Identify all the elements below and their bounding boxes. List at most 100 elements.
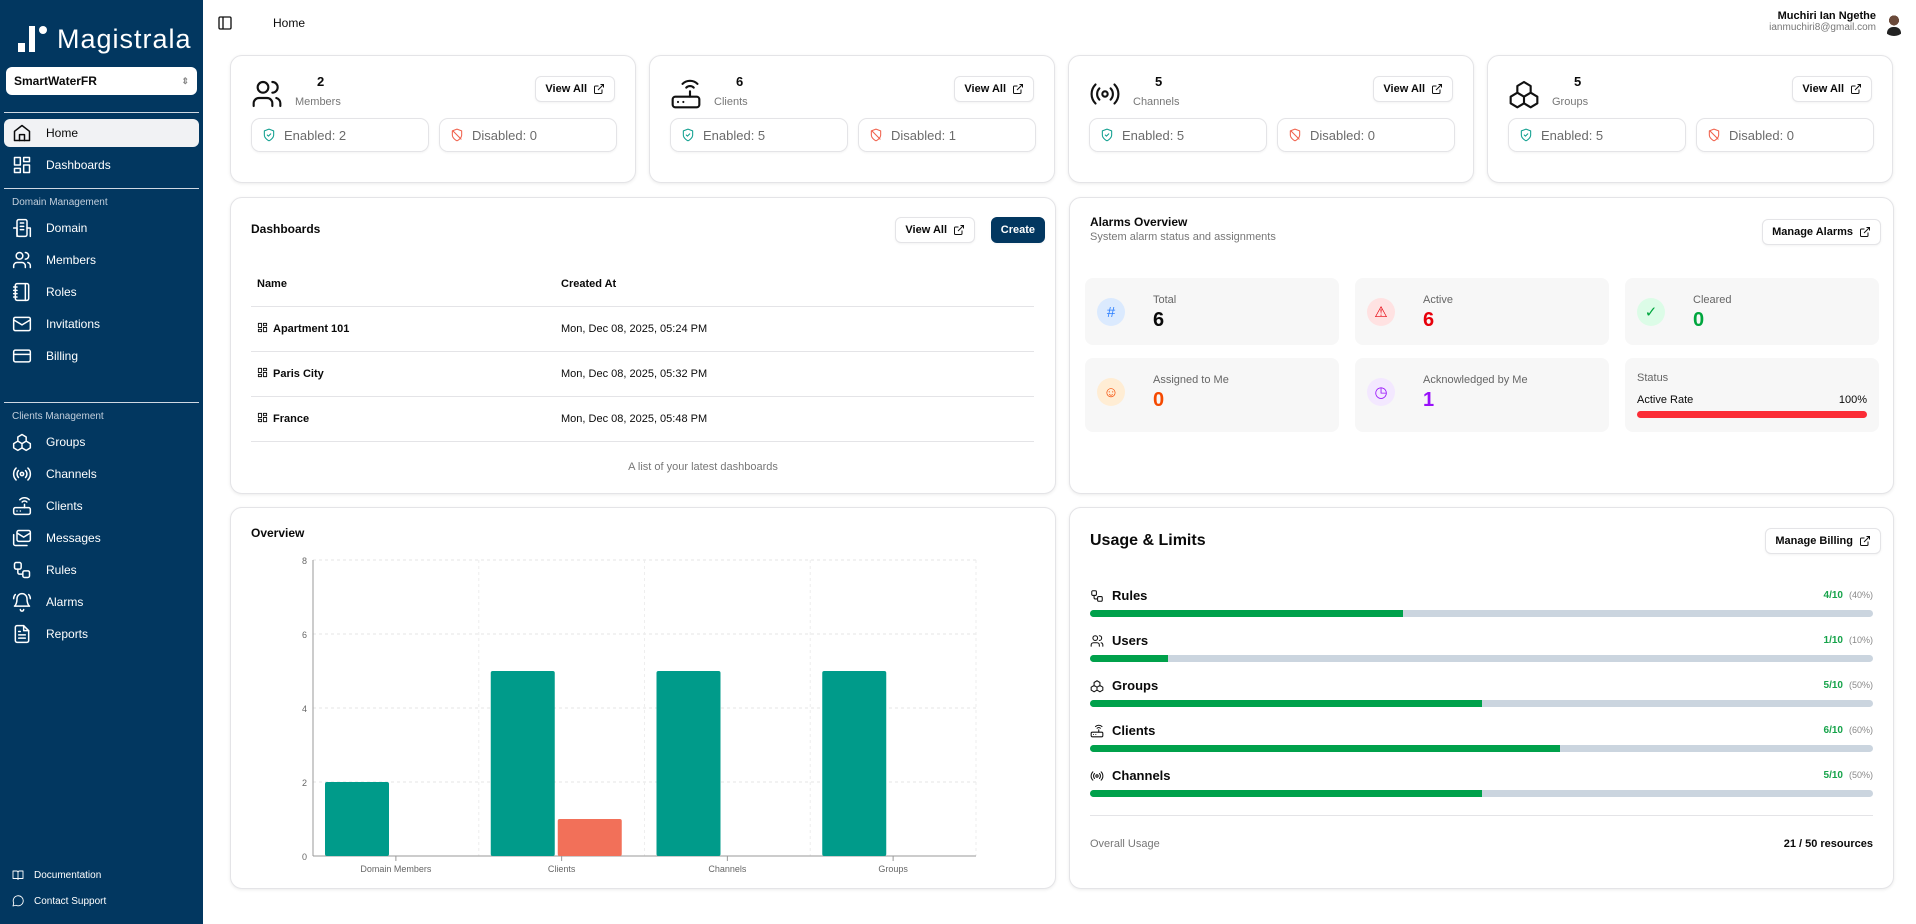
create-dashboard-button[interactable]: Create: [990, 217, 1045, 243]
sidebar-item-label: Domain: [46, 221, 88, 235]
tile-value: 6: [1423, 309, 1435, 331]
sidebar-item-channels[interactable]: Channels: [4, 460, 199, 488]
active-rate-value: 100%: [1838, 394, 1867, 406]
tile-label: Assigned to Me: [1153, 374, 1229, 386]
footer-link-contact-support[interactable]: Contact Support: [12, 888, 191, 914]
manage-billing-button[interactable]: Manage Billing: [1765, 528, 1881, 554]
external-link-icon: [1013, 84, 1023, 94]
divider: [4, 188, 199, 189]
messages-icon: [12, 529, 32, 547]
view-all-button[interactable]: View All: [954, 76, 1034, 102]
sidebar-item-dashboards[interactable]: Dashboards: [4, 151, 199, 179]
sidebar-item-label: Alarms: [46, 595, 84, 609]
shield-off-icon: [1289, 128, 1301, 142]
sidebar-item-members[interactable]: Members: [4, 246, 199, 274]
view-all-button[interactable]: View All: [1373, 76, 1453, 102]
alarms-subtitle: System alarm status and assignments: [1090, 231, 1276, 243]
table-row[interactable]: Apartment 101 Mon, Dec 08, 2025, 05:24 PM: [251, 306, 1034, 352]
clients-management-label: Clients Management: [12, 411, 104, 422]
bar-disabled: [557, 819, 622, 856]
active-rate-bar: [1637, 411, 1867, 418]
users-icon: [1090, 634, 1104, 647]
sidebar-item-domain[interactable]: Domain: [4, 214, 199, 242]
table-row[interactable]: Paris City Mon, Dec 08, 2025, 05:32 PM: [251, 351, 1034, 397]
dashboards-card: Dashboards View All Create Name Created A…: [230, 197, 1056, 494]
usage-card: Usage & Limits Manage Billing Rules 4/10 (…: [1069, 507, 1894, 889]
clock-icon: ◷: [1367, 378, 1395, 406]
file-text-icon: [14, 624, 30, 644]
dashboards-icon: [257, 367, 268, 378]
dashboard-name[interactable]: France: [251, 396, 555, 442]
alarm-tile-assigned-to-me: ☺ Assigned to Me 0: [1085, 358, 1339, 432]
dashboards-icon: [257, 322, 268, 333]
sidebar-item-home[interactable]: Home: [4, 119, 199, 147]
domain-selector[interactable]: SmartWaterFR ⇕: [6, 67, 197, 95]
sidebar-item-billing[interactable]: Billing: [4, 342, 199, 370]
dashboards-view-all-button[interactable]: View All: [895, 217, 975, 243]
dashboards-icon: [257, 412, 268, 423]
radio-icon: [1090, 770, 1104, 781]
y-tick-label: 8: [302, 556, 307, 566]
overview-bar-chart: 0 2 4 6 8 Domain Members Clients Channels Groups…: [302, 556, 977, 874]
boxes-icon: [12, 433, 32, 452]
usage-row-groups: Groups 5/10 (50%): [1090, 678, 1873, 714]
sidebar-item-label: Dashboards: [46, 158, 111, 172]
sidebar-item-clients[interactable]: Clients: [4, 492, 199, 520]
logo-mark-icon: [18, 26, 47, 52]
enabled-badge: Enabled: 5: [1089, 118, 1267, 152]
alert-triangle-icon: ⚠: [1367, 298, 1395, 326]
view-all-button[interactable]: View All: [1792, 76, 1872, 102]
bar-enabled: [656, 671, 721, 856]
view-all-button[interactable]: View All: [535, 76, 615, 102]
table-row[interactable]: France Mon, Dec 08, 2025, 05:48 PM: [251, 396, 1034, 442]
sidebar-item-groups[interactable]: Groups: [4, 428, 199, 456]
sidebar-item-messages[interactable]: Messages: [4, 524, 199, 552]
usage-name: Groups: [1112, 678, 1159, 693]
footer-link-documentation[interactable]: Documentation: [12, 862, 191, 888]
usage-value: 6/10: [1823, 725, 1843, 736]
sidebar-item-label: Groups: [46, 435, 86, 449]
y-tick-label: 2: [302, 778, 307, 788]
tile-label: Acknowledged by Me: [1423, 374, 1528, 386]
sidebar-item-label: Roles: [46, 285, 77, 299]
sidebar-item-roles[interactable]: Roles: [4, 278, 199, 306]
radio-icon: [12, 467, 32, 481]
alarm-tile-cleared: ✓ Cleared 0: [1625, 278, 1879, 345]
bar-enabled: [822, 671, 887, 856]
user-icon: ☺: [1097, 378, 1125, 406]
stat-card-clients: 6 Clients View All Enabled: 5 Disabled: 1: [649, 55, 1055, 183]
external-link-icon: [594, 84, 604, 94]
user-info[interactable]: Muchiri Ian Ngethe ianmuchiri8@gmail.com: [1769, 10, 1876, 33]
sidebar-item-invitations[interactable]: Invitations: [4, 310, 199, 338]
manage-alarms-button[interactable]: Manage Alarms: [1762, 219, 1881, 245]
x-tick-label: Domain Members: [360, 864, 432, 874]
credit-card-icon: [12, 349, 32, 363]
sidebar-item-rules[interactable]: Rules: [4, 556, 199, 584]
avatar[interactable]: [1882, 12, 1906, 36]
enabled-badge: Enabled: 5: [1508, 118, 1686, 152]
router-icon: [12, 497, 32, 516]
stat-card-groups: 5 Groups View All Enabled: 5 Disabled: 0: [1487, 55, 1893, 183]
x-tick-label: Channels: [708, 864, 747, 874]
sidebar: Magistrala SmartWaterFR ⇕ Home Dashboards …: [0, 0, 203, 924]
tile-label: Cleared: [1693, 294, 1732, 306]
tile-value: 1: [1423, 389, 1435, 411]
dashboard-name[interactable]: Paris City: [251, 351, 555, 397]
disabled-badge: Disabled: 1: [858, 118, 1036, 152]
sidebar-item-label: Invitations: [46, 317, 101, 331]
usage-name: Rules: [1112, 588, 1148, 603]
shield-check-icon: [1101, 128, 1113, 142]
message-circle-icon: [12, 895, 24, 907]
usage-percent: (50%): [1848, 770, 1873, 780]
stat-card-channels: 5 Channels View All Enabled: 5 Disabled: …: [1068, 55, 1474, 183]
usage-name: Channels: [1112, 768, 1171, 783]
dashboard-created-at: Mon, Dec 08, 2025, 05:48 PM: [555, 396, 1034, 442]
sidebar-toggle-icon[interactable]: [217, 15, 233, 31]
dashboard-name[interactable]: Apartment 101: [251, 306, 555, 352]
usage-row-channels: Channels 5/10 (50%): [1090, 768, 1873, 804]
sidebar-item-reports[interactable]: Reports: [4, 620, 199, 648]
sidebar-item-alarms[interactable]: Alarms: [4, 588, 199, 616]
breadcrumb[interactable]: Home: [273, 15, 306, 30]
usage-value: 5/10: [1823, 680, 1843, 691]
status-label: Status: [1637, 372, 1669, 384]
